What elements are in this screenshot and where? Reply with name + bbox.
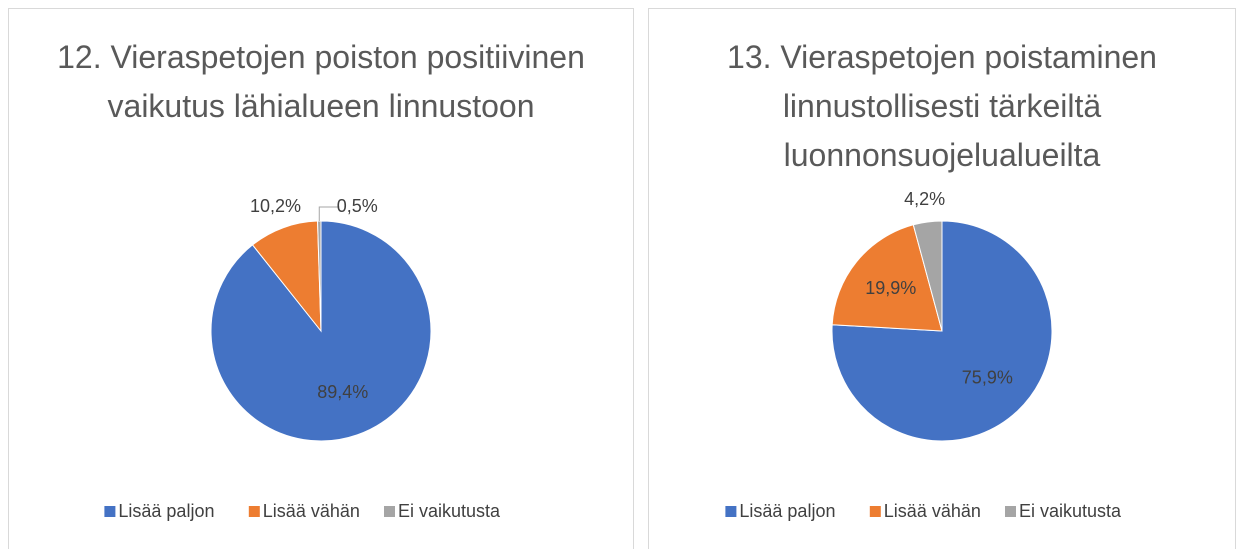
legend-label: Ei vaikutusta <box>398 501 501 521</box>
chart-panel: 89,4% 10,2% 0,5% Lisää paljon Lisää vähän Ei … <box>8 8 634 549</box>
data-label: 0,5% <box>337 196 378 216</box>
legend-label: Lisää vähän <box>884 501 981 521</box>
legend-label: Lisää paljon <box>118 501 214 521</box>
legend-swatch <box>248 506 260 517</box>
data-label: 4,2% <box>904 189 945 209</box>
data-label: 19,9% <box>865 278 916 298</box>
legend-label: Lisää vähän <box>263 501 360 521</box>
pie-slice <box>912 220 943 332</box>
legend-swatch <box>1005 506 1016 517</box>
legend-label: Ei vaikutusta <box>1019 501 1122 521</box>
leader-line <box>318 206 340 222</box>
legend-swatch <box>104 506 116 517</box>
chart: 75,9% 19,9% 4,2% Lisää paljon Lisää vähän Ei … <box>725 189 1122 521</box>
legend-swatch <box>384 506 395 517</box>
legend-swatch <box>725 506 737 517</box>
chart-panel: 75,9% 19,9% 4,2% Lisää paljon Lisää vähän Ei … <box>648 8 1236 549</box>
legend-label: Lisää paljon <box>739 501 835 521</box>
chart: 89,4% 10,2% 0,5% Lisää paljon Lisää vähän Ei … <box>104 196 501 521</box>
pie-slice <box>251 220 322 333</box>
legend-swatch <box>869 506 881 517</box>
data-label: 75,9% <box>962 368 1013 388</box>
chart-title: 12. Vieraspetojen poiston positiivinen v… <box>57 39 585 124</box>
chart-title: 13. Vieraspetojen poistaminen linnustoll… <box>727 39 1157 173</box>
data-label: 89,4% <box>317 382 368 402</box>
pie-slice <box>831 224 943 332</box>
data-label: 10,2% <box>250 196 301 216</box>
